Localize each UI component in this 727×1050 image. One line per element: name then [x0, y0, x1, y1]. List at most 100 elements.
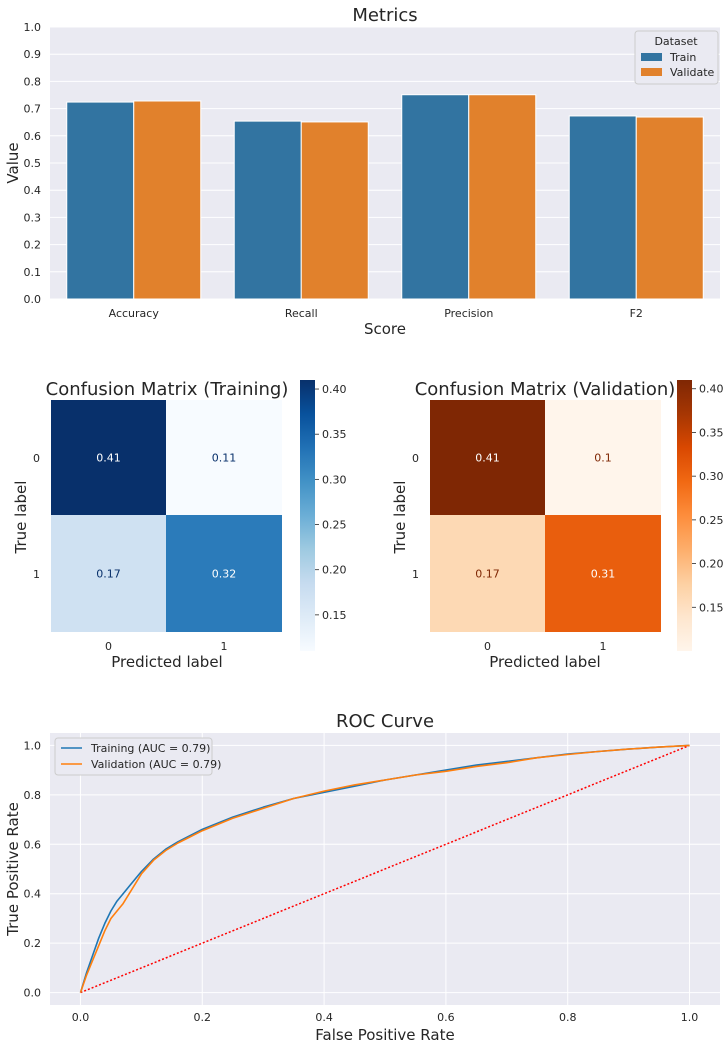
metrics-y-tick-6: 0.6	[24, 130, 42, 143]
cm-training-cell-1-0: 0.17	[51, 515, 166, 632]
metrics-legend-swatch-validate	[641, 68, 662, 76]
metrics-x-tick-precision: Precision	[444, 307, 493, 320]
cm-cell-rect	[166, 515, 282, 632]
cm-cell-value: 0.41	[96, 452, 121, 465]
cm-training-colorbar-tick-3: 0.30	[322, 473, 347, 486]
cm-validation-colorbar-ticks: 0.15 0.20 0.25 0.30 0.35 0.40	[692, 383, 724, 614]
cm-cell-rect	[545, 515, 661, 632]
cm-training-cell-0-1: 0.11	[166, 400, 282, 515]
cm-training-y-tick-1: 1	[33, 568, 40, 581]
cm-validation-cell-1-1: 0.31	[545, 515, 661, 632]
metrics-bar-validate-recall	[300, 121, 369, 300]
cm-validation-cell-0-0: 0.41	[430, 400, 545, 515]
metrics-legend-swatch-train	[641, 53, 662, 61]
metrics-y-tick-labels: 0.0 0.1 0.2 0.3 0.4 0.5 0.6 0.7 0.8 0.9 1.0	[24, 21, 42, 306]
metrics-title: Metrics	[352, 5, 417, 26]
cm-cell-rect	[51, 515, 166, 632]
metrics-legend-label-validate: Validate	[670, 66, 715, 79]
roc-x-tick-0: 0.0	[72, 1011, 90, 1024]
cm-validation-y-tick-0: 0	[412, 452, 419, 465]
metrics-y-tick-3: 0.3	[24, 211, 42, 224]
cm-validation-colorbar-tick-4: 0.35	[699, 426, 724, 439]
roc-title: ROC Curve	[336, 711, 434, 732]
cm-training-title: Confusion Matrix (Training)	[46, 379, 289, 400]
metrics-y-axis-label: Value	[4, 142, 22, 183]
metrics-x-axis-label: Score	[364, 320, 406, 338]
cm-cell-value: 0.11	[212, 452, 237, 465]
roc-y-tick-2: 0.4	[24, 888, 42, 901]
roc-gridlines	[50, 733, 720, 1005]
cm-training-y-tick-0: 0	[33, 452, 40, 465]
cm-training-colorbar: 0.15 0.20 0.25 0.30 0.35 0.40	[300, 380, 347, 651]
roc-x-tick-3: 0.6	[437, 1011, 455, 1024]
cm-cell-rect	[545, 400, 661, 515]
cm-training-colorbar-gradient	[300, 380, 315, 651]
cm-validation-x-tick-1: 1	[600, 640, 607, 653]
cm-training-cell-0-0: 0.41	[51, 400, 166, 515]
roc-x-tick-labels: 0.0 0.2 0.4 0.6 0.8 1.0	[72, 1011, 699, 1024]
cm-cell-value: 0.41	[475, 452, 500, 465]
roc-y-tick-1: 0.2	[24, 937, 42, 950]
metrics-x-tick-labels: Accuracy Recall Precision F2	[109, 307, 643, 320]
roc-curve-chart: 0.0 0.2 0.4 0.6 0.8 1.0 0.0 0.2 0.4 0.6 0.8 1.0 RO…	[4, 711, 720, 1044]
cm-training-colorbar-tick-0: 0.15	[322, 609, 347, 622]
metrics-y-tick-2: 0.2	[24, 239, 42, 252]
roc-y-tick-3: 0.6	[24, 838, 42, 851]
metrics-y-tick-9: 0.9	[24, 48, 42, 61]
cm-validation-cell-1-0: 0.17	[430, 515, 545, 632]
cm-cell-value: 0.32	[212, 568, 237, 581]
cm-training-colorbar-ticks: 0.15 0.20 0.25 0.30 0.35 0.40	[315, 383, 347, 622]
metrics-bar-train-f2	[568, 115, 637, 300]
cm-cell-value: 0.1	[594, 452, 612, 465]
cm-validation-x-tick-0: 0	[484, 640, 491, 653]
metrics-y-tick-10: 1.0	[24, 21, 42, 34]
cm-cell-rect	[430, 515, 545, 632]
cm-training-y-axis-label: True label	[12, 481, 30, 555]
cm-training-colorbar-tick-1: 0.20	[322, 564, 347, 577]
confusion-matrix-validation: Confusion Matrix (Validation) 0.41 0.1 0…	[391, 379, 724, 671]
cm-validation-colorbar-tick-5: 0.40	[699, 383, 724, 396]
metrics-x-tick-accuracy: Accuracy	[109, 307, 160, 320]
roc-legend-label-validation: Validation (AUC = 0.79)	[91, 758, 221, 771]
metrics-bar-validate-accuracy	[133, 100, 202, 300]
cm-cell-value: 0.31	[591, 568, 616, 581]
metrics-y-tick-5: 0.5	[24, 157, 42, 170]
metrics-bar-train-precision	[401, 94, 470, 300]
cm-training-colorbar-tick-5: 0.40	[322, 383, 347, 396]
cm-training-x-axis-label: Predicted label	[111, 653, 222, 671]
roc-y-axis-label: True Positive Rate	[4, 802, 22, 937]
cm-validation-y-tick-1: 1	[412, 568, 419, 581]
roc-y-tick-4: 0.8	[24, 789, 42, 802]
cm-validation-title: Confusion Matrix (Validation)	[415, 379, 676, 400]
roc-x-tick-4: 0.8	[559, 1011, 577, 1024]
cm-validation-y-axis-label: True label	[391, 481, 409, 555]
cm-training-cell-1-1: 0.32	[166, 515, 282, 632]
cm-validation-colorbar-tick-3: 0.30	[699, 470, 724, 483]
metrics-legend-label-train: Train	[669, 51, 696, 64]
metrics-bar-validate-precision	[468, 94, 537, 300]
roc-legend-label-training: Training (AUC = 0.79)	[90, 742, 210, 755]
roc-chance-line	[80, 744, 690, 994]
metrics-bar-chart: 0.0 0.1 0.2 0.3 0.4 0.5 0.6 0.7 0.8 0.9 1.0 Accura…	[4, 5, 720, 338]
roc-lines	[79, 744, 690, 994]
confusion-matrix-training: Confusion Matrix (Training) 0.41 0.11 0.…	[12, 379, 347, 671]
metrics-y-tick-8: 0.8	[24, 75, 42, 88]
cm-cell-rect	[166, 400, 282, 515]
roc-legend-box	[54, 737, 213, 776]
cm-cell-rect	[430, 400, 545, 515]
metrics-y-tick-7: 0.7	[24, 103, 42, 116]
metrics-x-tick-f2: F2	[630, 307, 643, 320]
cm-training-x-tick-0: 0	[105, 640, 112, 653]
cm-validation-colorbar-gradient	[677, 380, 692, 651]
cm-cell-value: 0.17	[96, 568, 121, 581]
cm-validation-cell-0-1: 0.1	[545, 400, 661, 515]
cm-cell-rect	[51, 400, 166, 515]
metrics-y-tick-4: 0.4	[24, 184, 42, 197]
roc-y-tick-0: 0.0	[24, 987, 42, 1000]
metrics-legend: Dataset Train Validate	[634, 30, 719, 85]
cm-training-colorbar-tick-2: 0.25	[322, 519, 347, 532]
roc-x-axis-label: False Positive Rate	[315, 1026, 454, 1044]
roc-y-tick-labels: 0.0 0.2 0.4 0.6 0.8 1.0	[24, 739, 42, 999]
roc-x-tick-1: 0.2	[194, 1011, 212, 1024]
metrics-bars	[66, 94, 704, 300]
